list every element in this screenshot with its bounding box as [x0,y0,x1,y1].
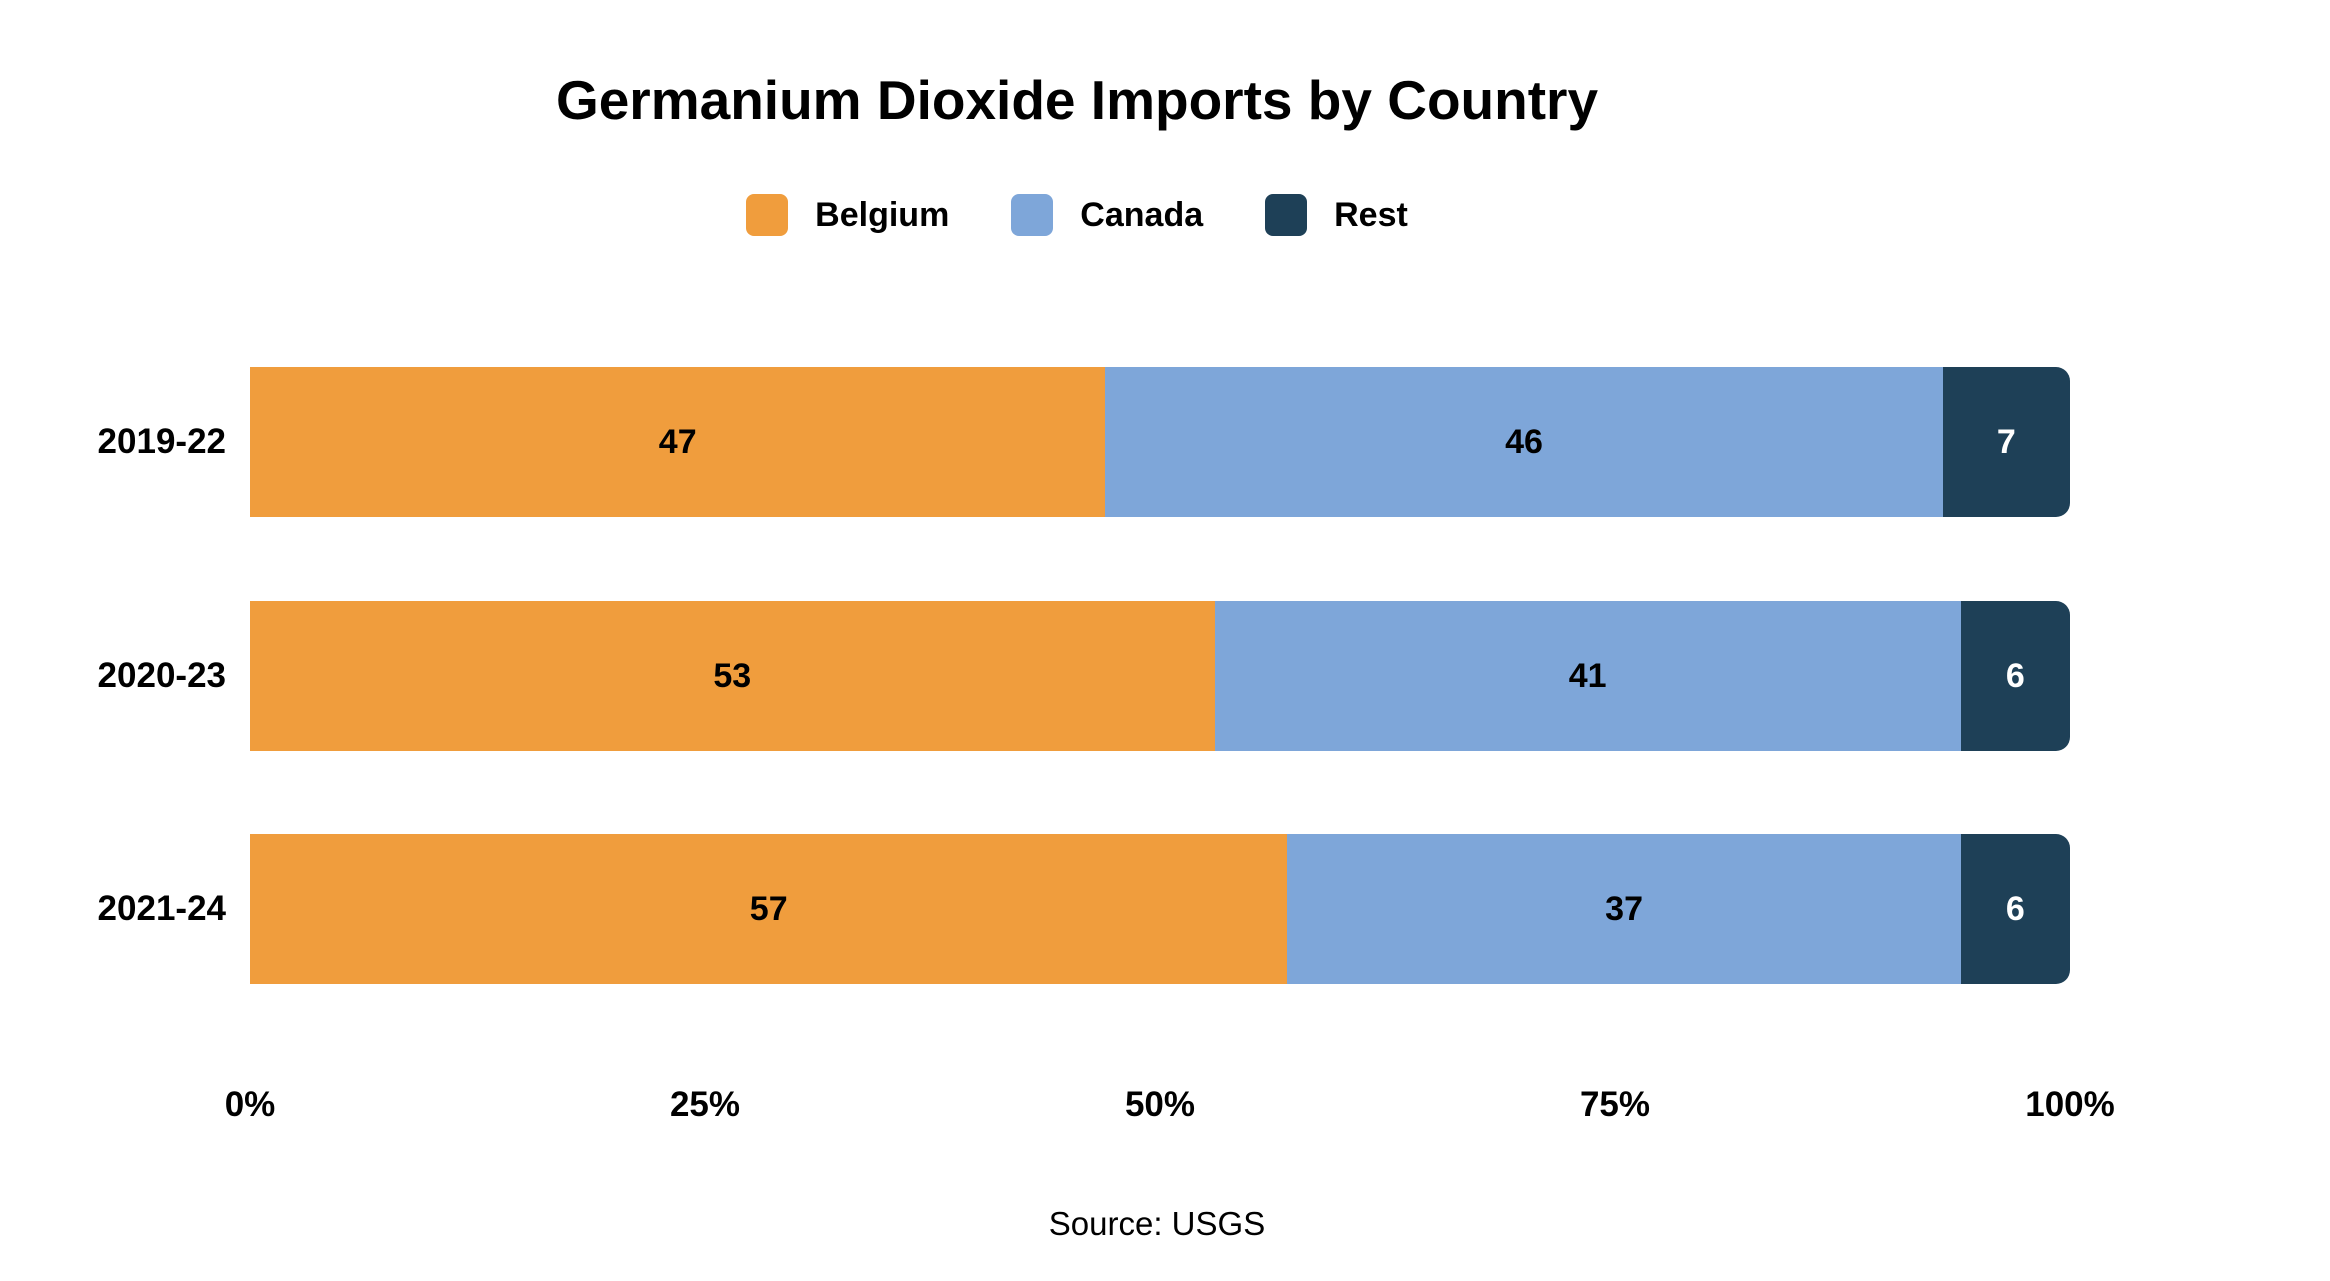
bar-segment-rest: 6 [1960,834,2070,984]
x-axis-tick-label: 25% [669,1085,741,1124]
legend-swatch-icon [1265,194,1308,236]
x-axis-tick-label: 0% [224,1085,276,1124]
source-caption: Source: USGS [1048,1205,1266,1242]
category-label: 2021-24 [97,889,226,928]
bar-segment-belgium: 53 [250,601,1215,751]
bar-value-label: 6 [2005,890,2025,928]
x-axis: 0% 25% 50% 75% 100% [225,1085,2115,1129]
chart-title: Germanium Dioxide Imports by Country [555,69,1599,131]
bar-value-label: 57 [749,890,788,928]
legend-label: Rest [1334,196,1408,234]
bar-segment-belgium: 57 [250,834,1288,984]
bar-value-label: 46 [1505,423,1543,461]
stacked-bar: 47 46 7 [250,367,2070,517]
bar-segment-rest: 6 [1960,601,2070,751]
category-label: 2019-22 [97,422,226,461]
bar-value-label: 41 [1568,657,1607,695]
bar-segment-canada: 41 [1214,601,1961,751]
legend-swatch-icon [746,194,789,236]
bar-value-label: 47 [658,423,697,461]
x-axis-tick-label: 100% [2025,1085,2115,1124]
legend-item: Canada [1011,194,1203,236]
bar-value-label: 7 [1996,423,2016,461]
bar-segment-belgium: 47 [250,367,1106,517]
legend: Belgium Canada Rest [0,194,2154,236]
bar-segment-rest: 7 [1942,367,2070,517]
bar-value-label: 53 [713,657,752,695]
x-axis-tick-label: 75% [1579,1085,1651,1124]
bar-value-label: 37 [1605,890,1643,928]
legend-item: Belgium [746,194,949,236]
stacked-bar: 53 41 6 [250,601,2070,751]
bar-segment-canada: 46 [1105,367,1943,517]
bar-value-label: 6 [2005,657,2025,695]
stacked-bar: 57 37 6 [250,834,2070,984]
bar-segment-canada: 37 [1287,834,1961,984]
category-label: 2020-23 [97,656,226,695]
legend-swatch-icon [1011,194,1054,236]
legend-item: Rest [1265,194,1408,236]
x-axis-tick-label: 50% [1124,1085,1196,1124]
legend-label: Belgium [815,196,950,234]
legend-label: Canada [1080,196,1204,234]
